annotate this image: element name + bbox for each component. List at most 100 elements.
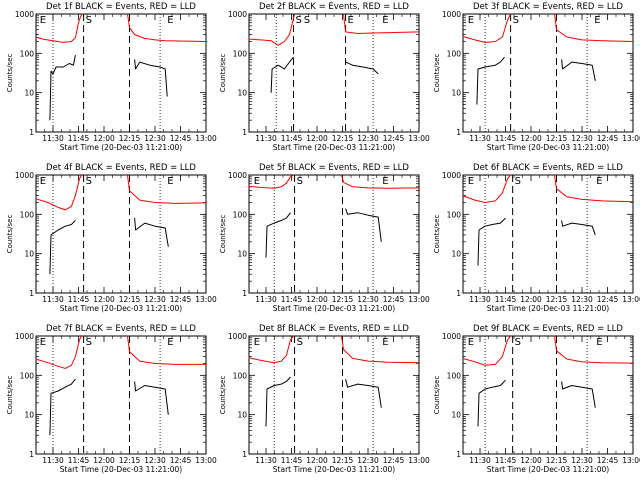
y-tick-label: 10: [237, 89, 247, 98]
y-axis-label: Counts/sec: [6, 54, 14, 93]
y-tick-label: 10: [24, 411, 34, 420]
phase-marker-label: S: [515, 176, 521, 187]
series-events-line: [270, 56, 294, 93]
series-events-line: [49, 55, 76, 121]
y-tick-label: 1: [456, 128, 461, 137]
x-tick-label: 13:00: [195, 456, 217, 465]
y-tick-label: 1: [456, 289, 461, 298]
phase-marker-label: S: [86, 337, 92, 348]
x-tick-label: 11:45: [495, 456, 517, 465]
series-events-line: [265, 212, 291, 258]
x-tick-label: 12:45: [170, 295, 192, 304]
plot-frame: [462, 335, 634, 455]
x-tick-label: 12:30: [357, 456, 379, 465]
series-events-line: [49, 378, 76, 436]
series-events-line: [561, 220, 596, 236]
x-tick-label: 12:45: [383, 456, 405, 465]
x-tick-label: 11:45: [495, 134, 517, 143]
y-axis-label: Counts/sec: [219, 215, 227, 254]
x-tick-label: 11:30: [469, 295, 491, 304]
chart-panel-9: Det 9f BLACK = Events, RED = LLD 1 10 100 10…: [433, 324, 640, 474]
series-lld-line: [35, 174, 83, 211]
y-tick-label: 100: [20, 49, 35, 58]
y-tick-label: 1: [242, 128, 247, 137]
chart-panel-2: Det 2f BLACK = Events, RED = LLD 1 10 100 10…: [219, 2, 430, 152]
x-tick-label: 11:45: [68, 456, 90, 465]
chart-title: Det 3f BLACK = Events, RED = LLD: [473, 2, 623, 12]
y-tick-label: 1000: [15, 332, 34, 341]
phase-marker-label: E: [382, 176, 388, 187]
y-tick-label: 10: [237, 250, 247, 259]
plot-frame: [248, 13, 420, 133]
x-tick-label: 12:45: [170, 456, 192, 465]
x-tick-label: 12:45: [597, 295, 619, 304]
x-tick-label: 13:00: [195, 295, 217, 304]
phase-marker-label: E: [596, 176, 602, 187]
x-tick-label: 12:15: [332, 456, 354, 465]
x-tick-label: 12:00: [306, 295, 328, 304]
x-tick-label: 11:30: [42, 456, 64, 465]
series-events-line: [265, 376, 291, 427]
plot-frame: [35, 335, 207, 455]
x-tick-label: 12:30: [571, 456, 593, 465]
plot-frame: [462, 174, 634, 294]
y-tick-label: 10: [24, 89, 34, 98]
series-lld-line: [248, 13, 296, 46]
phase-marker-label: E: [167, 15, 173, 26]
y-tick-label: 1: [456, 450, 461, 459]
y-axis-label: Counts/sec: [219, 376, 227, 415]
x-tick-label: 12:00: [520, 295, 542, 304]
x-tick-label: 11:45: [68, 295, 90, 304]
series-lld-line: [127, 335, 206, 365]
y-tick-label: 10: [451, 411, 461, 420]
chart-title: Det 4f BLACK = Events, RED = LLD: [46, 163, 196, 173]
x-tick-label: 12:15: [332, 295, 354, 304]
x-tick-label: 12:30: [571, 134, 593, 143]
phase-marker-label: E: [468, 15, 474, 26]
y-axis-label: Counts/sec: [433, 376, 441, 415]
x-tick-label: 12:30: [357, 295, 379, 304]
series-events-line: [561, 381, 596, 408]
y-tick-label: 100: [447, 371, 462, 380]
phase-marker-label: S: [515, 337, 521, 348]
x-axis-label: Start Time (20-Dec-03 11:21:00): [273, 304, 395, 313]
x-tick-label: 11:45: [68, 134, 90, 143]
chart-panel-7: Det 7f BLACK = Events, RED = LLD 1 10 100 10…: [6, 324, 217, 474]
x-tick-label: 12:15: [546, 295, 568, 304]
phase-marker-label: E: [596, 337, 602, 348]
x-axis-label: Start Time (20-Dec-03 11:21:00): [487, 143, 609, 152]
phase-marker-label: E: [167, 176, 173, 187]
chart-panel-8: Det 8f BLACK = Events, RED = LLD 1 10 100 10…: [219, 324, 430, 474]
series-lld-line: [462, 335, 511, 366]
y-tick-label: 1: [242, 450, 247, 459]
x-tick-label: 13:00: [622, 295, 640, 304]
x-tick-label: 12:00: [520, 134, 542, 143]
x-tick-label: 13:00: [622, 134, 640, 143]
phase-marker-label: E: [594, 15, 600, 26]
x-tick-label: 12:15: [546, 134, 568, 143]
x-tick-label: 13:00: [408, 134, 430, 143]
x-axis-label: Start Time (20-Dec-03 11:21:00): [60, 465, 182, 474]
y-tick-label: 1000: [15, 10, 34, 19]
plot-frame: [462, 13, 634, 133]
x-tick-label: 11:30: [42, 134, 64, 143]
series-events-line: [134, 218, 169, 247]
x-tick-label: 12:15: [332, 134, 354, 143]
chart-panel-5: Det 5f BLACK = Events, RED = LLD 1 10 100 10…: [219, 163, 430, 313]
y-tick-label: 1000: [442, 332, 461, 341]
chart-title: Det 5f BLACK = Events, RED = LLD: [259, 163, 409, 173]
series-lld-line: [462, 13, 512, 43]
y-tick-label: 10: [451, 250, 461, 259]
phase-marker-label: E: [468, 337, 474, 348]
phase-marker-label: S: [304, 15, 310, 26]
x-tick-label: 13:00: [408, 456, 430, 465]
x-tick-label: 12:45: [170, 134, 192, 143]
x-tick-label: 11:30: [469, 134, 491, 143]
series-lld-line: [341, 174, 420, 189]
x-tick-label: 12:30: [144, 295, 166, 304]
plot-frame: [248, 335, 420, 455]
x-tick-label: 12:15: [119, 295, 141, 304]
y-tick-label: 1000: [228, 10, 247, 19]
y-tick-label: 100: [447, 49, 462, 58]
series-lld-line: [554, 335, 634, 364]
